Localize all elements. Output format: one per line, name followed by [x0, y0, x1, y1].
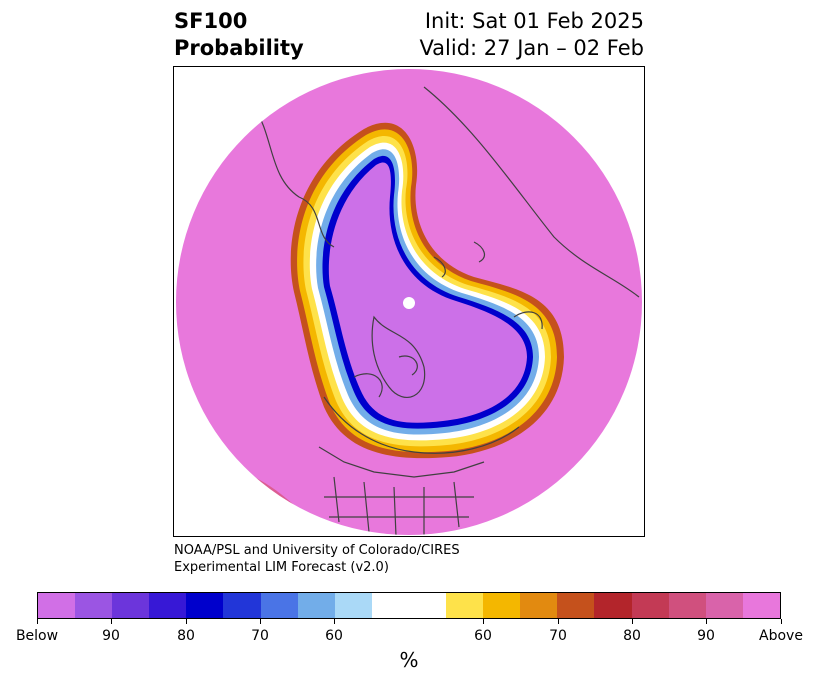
colorbar-tick-label: 80 [177, 628, 195, 644]
colorbar-cell [112, 593, 150, 618]
colorbar-cell [334, 593, 372, 618]
title-line-field: Probability [174, 36, 304, 60]
colorbar-tick-label: Above [759, 628, 803, 644]
colorbar-tick-label: Below [15, 628, 59, 644]
coastline-alaska [513, 311, 543, 330]
colorbar-cell [557, 593, 595, 618]
polar-map-svg [176, 69, 642, 535]
north-pole-gap [403, 297, 415, 309]
colorbar-tickmark [483, 619, 484, 624]
coastline-arctic-islands [433, 241, 486, 278]
colorbar-tickmark [111, 619, 112, 624]
polar-vortex-contours [290, 122, 564, 459]
forecast-dates: Init: Sat 01 Feb 2025 Valid: 27 Jan – 02… [419, 8, 644, 62]
colorbar-cell [668, 593, 706, 618]
colorbar-cell [705, 593, 743, 618]
colorbar-cell [75, 593, 113, 618]
colorbar-tickmark [186, 619, 187, 624]
colorbar-cell [742, 593, 780, 618]
coastline-north-america [323, 396, 520, 454]
colorbar [37, 592, 781, 619]
colorbar-tick-label: 70 [251, 628, 269, 644]
colorbar-tickmark [558, 619, 559, 624]
colorbar-cell [297, 593, 335, 618]
colorbar-tick-label: 90 [697, 628, 715, 644]
contour-below-core [328, 162, 527, 423]
colorbar-cell [408, 593, 447, 618]
colorbar-tick-label: 70 [549, 628, 567, 644]
colorbar-tickmark [781, 619, 782, 624]
colorbar-cell [260, 593, 298, 618]
polar-map [173, 66, 645, 537]
border-usa [318, 446, 485, 478]
colorbar-cell [186, 593, 224, 618]
colorbar-tickmark [632, 619, 633, 624]
colorbar-cell [149, 593, 187, 618]
border-us-states [324, 476, 474, 535]
init-date-label: Init: Sat 01 Feb 2025 [424, 9, 644, 33]
colorbar-cell [371, 593, 409, 618]
colorbar-tick-label: 60 [325, 628, 343, 644]
colorbar-cell [631, 593, 669, 618]
colorbar-tickmark [260, 619, 261, 624]
coastline-canada-archipelago [353, 355, 418, 398]
coastlines [253, 86, 640, 535]
credit-line-org: NOAA/PSL and University of Colorado/CIRE… [174, 543, 460, 558]
map-title: SF100 Probability [174, 8, 304, 62]
colorbar-tickmark [706, 619, 707, 624]
colorbar-cell [483, 593, 521, 618]
colorbar-tick-label: 90 [102, 628, 120, 644]
colorbar-tickmark [37, 619, 38, 624]
colorbar-unit-label: % [399, 648, 419, 672]
title-line-variable: SF100 [174, 9, 248, 33]
colorbar-tickmark [334, 619, 335, 624]
coastline-asia [423, 86, 640, 298]
data-credit: NOAA/PSL and University of Colorado/CIRE… [174, 542, 460, 576]
colorbar-cell [594, 593, 632, 618]
colorbar-cell [223, 593, 261, 618]
valid-range-label: Valid: 27 Jan – 02 Feb [419, 36, 644, 60]
colorbar-cell [520, 593, 558, 618]
coastline-greenland [371, 315, 426, 398]
colorbar-cell [38, 593, 76, 618]
colorbar-tick-label: 80 [623, 628, 641, 644]
colorbar-tick-label: 60 [474, 628, 492, 644]
credit-line-model: Experimental LIM Forecast (v2.0) [174, 560, 389, 575]
coastline-europe [253, 106, 335, 248]
colorbar-cell [446, 593, 484, 618]
